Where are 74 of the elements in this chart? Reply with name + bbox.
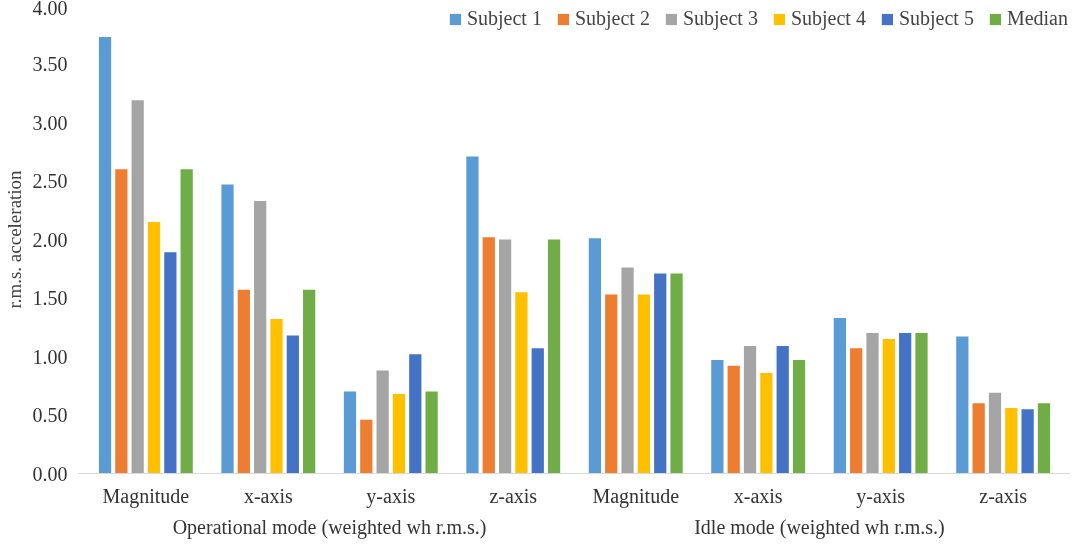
bar <box>1021 409 1034 474</box>
bar <box>711 360 724 474</box>
bar <box>605 294 618 474</box>
bar <box>376 370 389 474</box>
x-tick-label: y-axis <box>856 484 906 508</box>
y-tick-label: 1.50 <box>32 287 68 309</box>
x-tick-label: z-axis <box>489 484 538 507</box>
bar <box>343 391 357 474</box>
bar <box>409 354 422 474</box>
bar <box>180 169 193 474</box>
bar <box>1005 407 1018 474</box>
x-tick-label: Magnitude <box>102 484 190 508</box>
y-tick-label: 2.50 <box>32 170 68 192</box>
y-axis-title: r.m.s. acceleration <box>3 169 25 309</box>
bar <box>882 338 895 474</box>
bar <box>98 37 112 474</box>
bar <box>833 317 846 474</box>
x-tick-label: y-axis <box>366 484 416 508</box>
bar <box>482 237 495 474</box>
bar <box>254 200 267 474</box>
bar <box>466 156 479 474</box>
x-tick-label: x-axis <box>733 484 783 507</box>
y-tick-label: 1.00 <box>32 345 68 368</box>
bar <box>760 372 773 474</box>
legend-label: Subject 4 <box>790 7 866 30</box>
y-tick-label: 0.00 <box>32 462 68 485</box>
bar <box>915 333 928 474</box>
bar <box>147 221 161 474</box>
bar <box>743 345 757 474</box>
bar <box>531 348 544 474</box>
legend-label: Subject 1 <box>466 7 542 30</box>
legend-label: Median <box>1006 7 1068 30</box>
bar <box>164 252 177 474</box>
bar <box>727 365 740 474</box>
bar <box>637 294 651 474</box>
bar <box>792 360 806 474</box>
bar <box>303 289 316 474</box>
y-tick-label: 4.00 <box>32 0 68 19</box>
bar <box>899 333 912 474</box>
bar <box>866 333 879 474</box>
bar <box>588 238 602 474</box>
bar <box>270 319 283 474</box>
legend-label: Subject 5 <box>898 7 974 30</box>
legend-label: Subject 2 <box>574 7 650 30</box>
x-tick-label: x-axis <box>243 484 293 507</box>
text: Idle mode (weighted wh r.m.s.) <box>694 515 945 539</box>
y-tick-label: 3.50 <box>32 53 68 75</box>
bar <box>988 392 1002 474</box>
bar <box>776 345 789 474</box>
bar <box>515 292 528 474</box>
bar <box>286 335 299 474</box>
bar <box>392 393 406 474</box>
bar <box>115 169 128 474</box>
bar <box>221 184 234 474</box>
y-tick-label: 3.00 <box>32 111 68 134</box>
bar <box>956 336 969 474</box>
bar <box>131 100 144 474</box>
bar <box>360 419 373 474</box>
text: Operational mode (weighted wh r.m.s.) <box>172 515 487 539</box>
bar <box>670 273 683 474</box>
bar <box>1037 403 1051 474</box>
bar <box>237 289 250 474</box>
x-tick-label: z-axis <box>979 484 1028 507</box>
bar <box>654 273 667 474</box>
legend-label: Subject 3 <box>682 7 758 30</box>
y-tick-label: 2.00 <box>32 228 68 251</box>
bar <box>547 239 561 474</box>
y-tick-label: 0.50 <box>32 404 68 426</box>
x-tick-label: Magnitude <box>592 484 680 508</box>
bar <box>498 239 512 474</box>
bar <box>621 267 634 474</box>
bar <box>972 403 985 474</box>
bar <box>850 348 863 474</box>
bar <box>425 391 438 474</box>
